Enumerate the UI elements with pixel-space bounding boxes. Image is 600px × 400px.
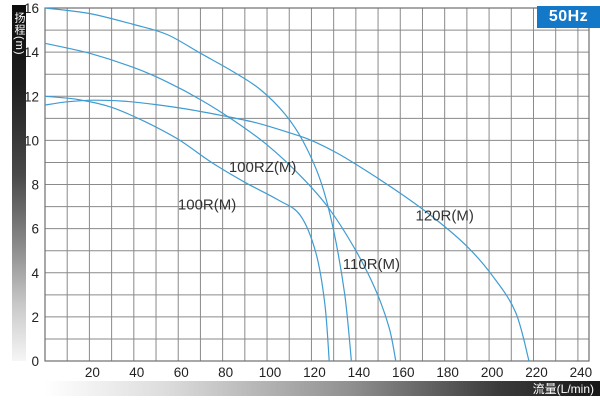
curve-100r-m (44, 95, 330, 362)
y-tick-label: 10 (24, 133, 39, 148)
x-tick-label: 40 (129, 365, 144, 380)
x-tick-label: 100 (259, 365, 282, 380)
x-tick-label: 220 (525, 365, 548, 380)
x-tick-label: 140 (348, 365, 371, 380)
x-tick-label: 180 (436, 365, 459, 380)
y-tick-label: 2 (31, 310, 39, 325)
x-axis-title: 流量(L/min) (532, 382, 594, 396)
x-tick-label: 60 (174, 365, 189, 380)
y-tick-label: 16 (24, 1, 39, 16)
curve-100rz-m (44, 7, 352, 362)
y-axis-title: 扬程(m) (13, 12, 25, 56)
y-tick-label: 6 (31, 222, 39, 237)
y-tick-label: 12 (24, 89, 39, 104)
series-label: 110R(M) (343, 256, 400, 273)
y-tick-label: 14 (24, 45, 40, 60)
frequency-badge: 50Hz (537, 6, 600, 28)
series-label: 100RZ(M) (229, 159, 297, 176)
x-tick-label: 240 (570, 365, 593, 380)
curve-120r-m (44, 99, 530, 362)
plot-border (44, 7, 590, 362)
series-label: 100R(M) (178, 196, 236, 213)
x-tick-label: 200 (481, 365, 504, 380)
x-tick-label: 80 (218, 365, 233, 380)
x-tick-label: 160 (392, 365, 415, 380)
curve-110r-m (44, 42, 397, 362)
x-tick-label: 120 (303, 365, 326, 380)
y-axis-title-bar: 扬程(m) (12, 5, 26, 361)
y-tick-label: 4 (31, 266, 39, 281)
y-tick-label: 0 (31, 354, 39, 369)
y-tick-label: 8 (31, 178, 39, 193)
x-axis-title-bar: 流量(L/min) (45, 381, 600, 396)
x-tick-label: 20 (85, 365, 100, 380)
series-label: 120R(M) (415, 207, 473, 224)
